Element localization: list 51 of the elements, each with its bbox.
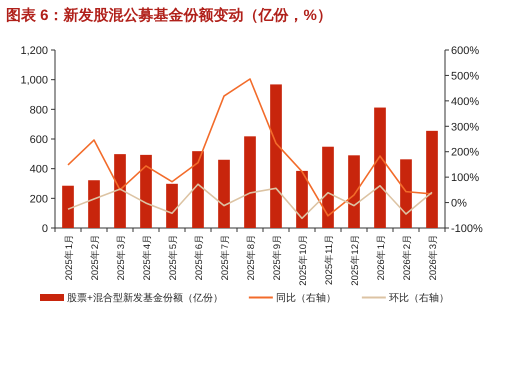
y-tick-label: 400 (30, 164, 48, 176)
x-tick-label: 2025年3月 (115, 234, 127, 280)
bar (192, 151, 204, 228)
y2-tick-label: 400% (451, 96, 480, 108)
bar (114, 154, 126, 228)
bar (218, 160, 230, 228)
legend-label: 同比（右轴） (276, 292, 336, 304)
x-tick-label: 2025年7月 (219, 234, 231, 280)
y-tick-label: 0 (42, 223, 48, 235)
y2-tick-label: 0% (451, 198, 468, 210)
bar (400, 159, 412, 228)
bar (348, 155, 360, 228)
x-tick-label: 2026年1月 (375, 234, 387, 280)
bar (426, 130, 438, 228)
x-tick-label: 2025年2月 (89, 234, 101, 280)
legend-label: 股票+混合型新发基金份额（亿份） (67, 292, 223, 304)
legend-label: 环比（右轴） (388, 292, 449, 304)
line-series (67, 183, 433, 220)
line-series (67, 78, 433, 217)
y-tick-label: 200 (30, 193, 48, 206)
x-tick-label: 2025年10月 (297, 234, 309, 286)
x-tick-label: 2025年4月 (141, 234, 153, 280)
x-tick-label: 2025年9月 (271, 234, 283, 280)
bar (270, 84, 282, 228)
y2-tick-label: 300% (451, 121, 480, 134)
x-tick-label: 2025年6月 (193, 234, 205, 280)
y-tick-label: 1,200 (20, 45, 48, 57)
x-tick-label: 2025年1月 (63, 234, 75, 280)
y2-tick-label: 200% (451, 146, 480, 159)
x-tick-label: 2026年3月 (427, 234, 439, 280)
bar (140, 154, 152, 228)
bar (374, 108, 386, 228)
bar (244, 136, 256, 228)
x-tick-label: 2025年8月 (245, 234, 257, 280)
y2-tick-label: 100% (451, 172, 480, 184)
chart-title: 图表 6：新发股混公募基金份额变动（亿份，%） (6, 6, 332, 24)
y2-tick-label: 500% (451, 70, 480, 82)
bar (322, 146, 334, 228)
x-tick-label: 2025年11月 (323, 234, 335, 285)
x-tick-label: 2025年5月 (167, 234, 179, 280)
x-tick-label: 2026年2月 (401, 234, 413, 280)
bar (166, 184, 178, 228)
bar (88, 180, 100, 228)
bar (62, 186, 74, 228)
y2-tick-label: 600% (451, 45, 480, 57)
y-tick-label: 800 (30, 104, 48, 116)
y2-tick-label: -100% (451, 223, 484, 235)
y-tick-label: 600 (30, 134, 48, 146)
bar (296, 170, 308, 228)
x-tick-label: 2025年12月 (349, 234, 361, 286)
y-tick-label: 1,000 (20, 74, 48, 87)
